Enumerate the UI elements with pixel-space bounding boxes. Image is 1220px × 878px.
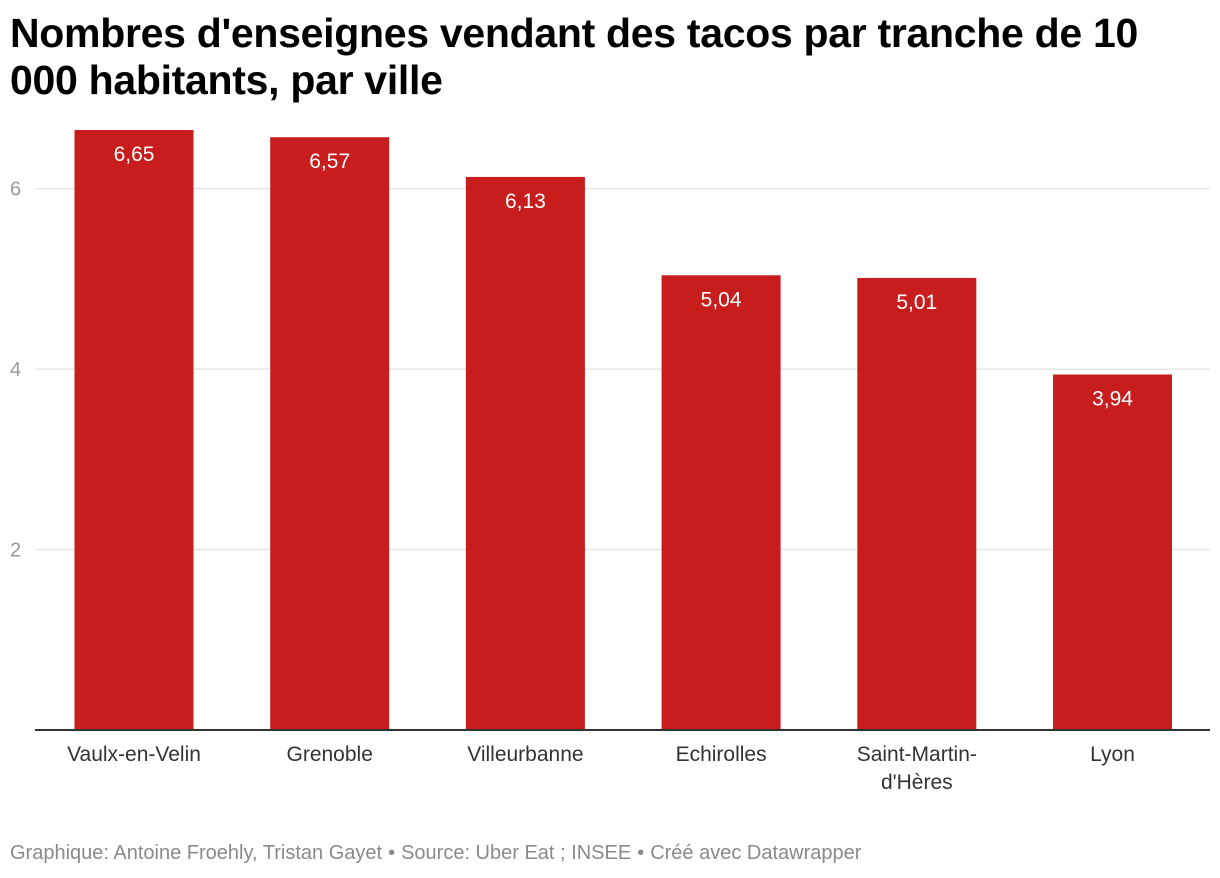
bar — [857, 277, 977, 730]
bar-value-label: 5,01 — [896, 291, 937, 314]
bar — [74, 130, 194, 730]
gridlines: 2 4 6 — [10, 179, 1210, 562]
x-category-label-line: Saint-Martin- — [857, 743, 977, 766]
y-tick-label: 6 — [10, 179, 21, 201]
bar-value-label: 6,13 — [505, 190, 546, 213]
footer-separator: • — [637, 842, 645, 864]
x-category-label-line: Lyon — [1090, 743, 1135, 766]
x-category-label-line: Vaulx-en-Velin — [67, 743, 201, 766]
bar-value-label: 5,04 — [701, 288, 742, 311]
footer-credit: Graphique: Antoine Froehly, Tristan Gaye… — [10, 842, 383, 864]
x-category-label: Lyon — [1090, 743, 1135, 766]
bar — [465, 176, 585, 730]
footer-separator: • — [388, 842, 396, 864]
y-tick-label: 4 — [10, 359, 21, 381]
x-category-label: Echirolles — [676, 743, 767, 766]
x-category-label: Saint-Martin-d'Hères — [857, 743, 977, 794]
footer-tool: Créé avec Datawrapper — [650, 842, 862, 864]
x-category-label: Vaulx-en-Velin — [67, 743, 201, 766]
bar — [661, 275, 781, 730]
x-category-label-line: Villeurbanne — [467, 743, 583, 766]
bar-value-label: 3,94 — [1092, 388, 1133, 411]
x-category-label-line: d'Hères — [881, 771, 953, 794]
chart-footer: Graphique: Antoine Froehly, Tristan Gaye… — [10, 842, 861, 865]
x-category-label: Villeurbanne — [467, 743, 583, 766]
bar-value-label: 6,65 — [114, 143, 155, 166]
bar-value-label: 6,57 — [309, 150, 350, 173]
bar — [270, 137, 390, 731]
footer-source: Source: Uber Eat ; INSEE — [401, 842, 632, 864]
x-category-label-line: Echirolles — [676, 743, 767, 766]
bar — [1053, 374, 1172, 730]
chart-title: Nombres d'enseignes vendant des tacos pa… — [10, 10, 1138, 103]
x-category-label-line: Grenoble — [287, 743, 373, 766]
labels: 6,65 Vaulx-en-Velin 6,57 Grenoble 6,13 Villeu… — [67, 143, 1135, 794]
bars — [74, 130, 1172, 731]
y-tick-label: 2 — [10, 540, 21, 562]
x-category-label: Grenoble — [287, 743, 373, 766]
